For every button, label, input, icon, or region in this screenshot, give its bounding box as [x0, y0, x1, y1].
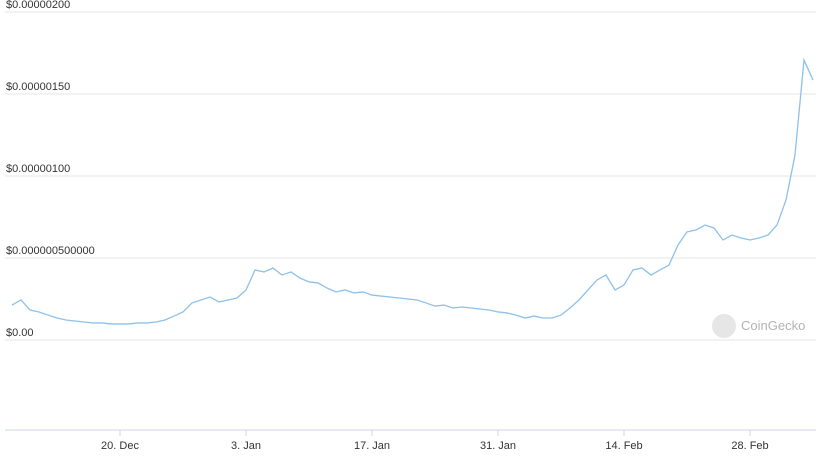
y-tick-label: $0.00 [6, 327, 34, 339]
x-tick-label: 28. Feb [731, 440, 768, 452]
x-tick-label: 3. Jan [231, 440, 261, 452]
x-tick-label: 20. Dec [101, 440, 139, 452]
x-tick-label: 14. Feb [605, 440, 642, 452]
watermark: CoinGecko [712, 314, 805, 338]
y-tick-label: $0.000000500000 [6, 245, 95, 257]
y-tick-label: $0.00000200 [6, 0, 70, 11]
x-tick-label: 31. Jan [480, 440, 516, 452]
watermark-text: CoinGecko [741, 318, 805, 333]
watermark-logo [712, 314, 736, 338]
y-tick-label: $0.00000150 [6, 81, 70, 93]
price-line [11, 57, 814, 325]
x-tick-label: 17. Jan [354, 440, 390, 452]
y-tick-label: $0.00000100 [6, 163, 70, 175]
